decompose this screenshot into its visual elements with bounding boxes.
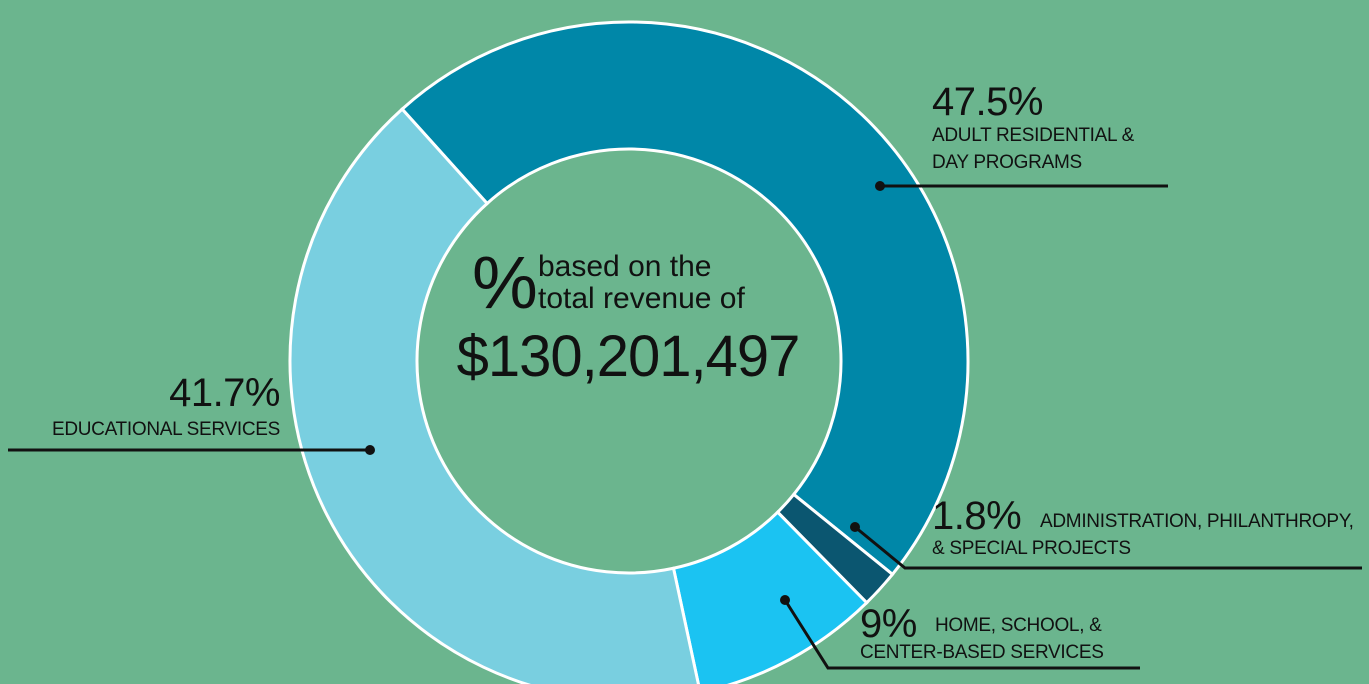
leader-dot [365, 445, 375, 455]
leader-dot [875, 181, 885, 191]
donut-segment [400, 20, 970, 577]
leader-dot [850, 522, 860, 532]
category-label: HOME, SCHOOL, & CENTER-BASED SERVICES [860, 615, 1104, 663]
value-label: 47.5% [932, 80, 1043, 124]
leader-dot [780, 595, 790, 605]
center-line: total revenue of [538, 282, 745, 315]
value-label: 1.8% [932, 494, 1022, 538]
donut-segment [288, 106, 700, 684]
leaders [8, 184, 1362, 670]
value-label: 9% [860, 602, 917, 646]
category-label: ADMINISTRATION, PHILANTHROPY, & SPECIAL … [932, 511, 1354, 559]
value-label: 41.7% [169, 371, 280, 415]
center-line: based on the [538, 250, 711, 283]
category-label: ADULT RESIDENTIAL & DAY PROGRAMS [932, 125, 1134, 173]
donut [288, 20, 970, 684]
donut-segment [671, 510, 869, 684]
center-total: $130,201,497 [457, 324, 800, 389]
leader-line [783, 599, 1140, 670]
category-label: EDUCATIONAL SERVICES [51, 419, 280, 440]
leader-line [854, 525, 1362, 570]
leader-dots [365, 181, 885, 605]
center-symbol: % [472, 241, 538, 324]
